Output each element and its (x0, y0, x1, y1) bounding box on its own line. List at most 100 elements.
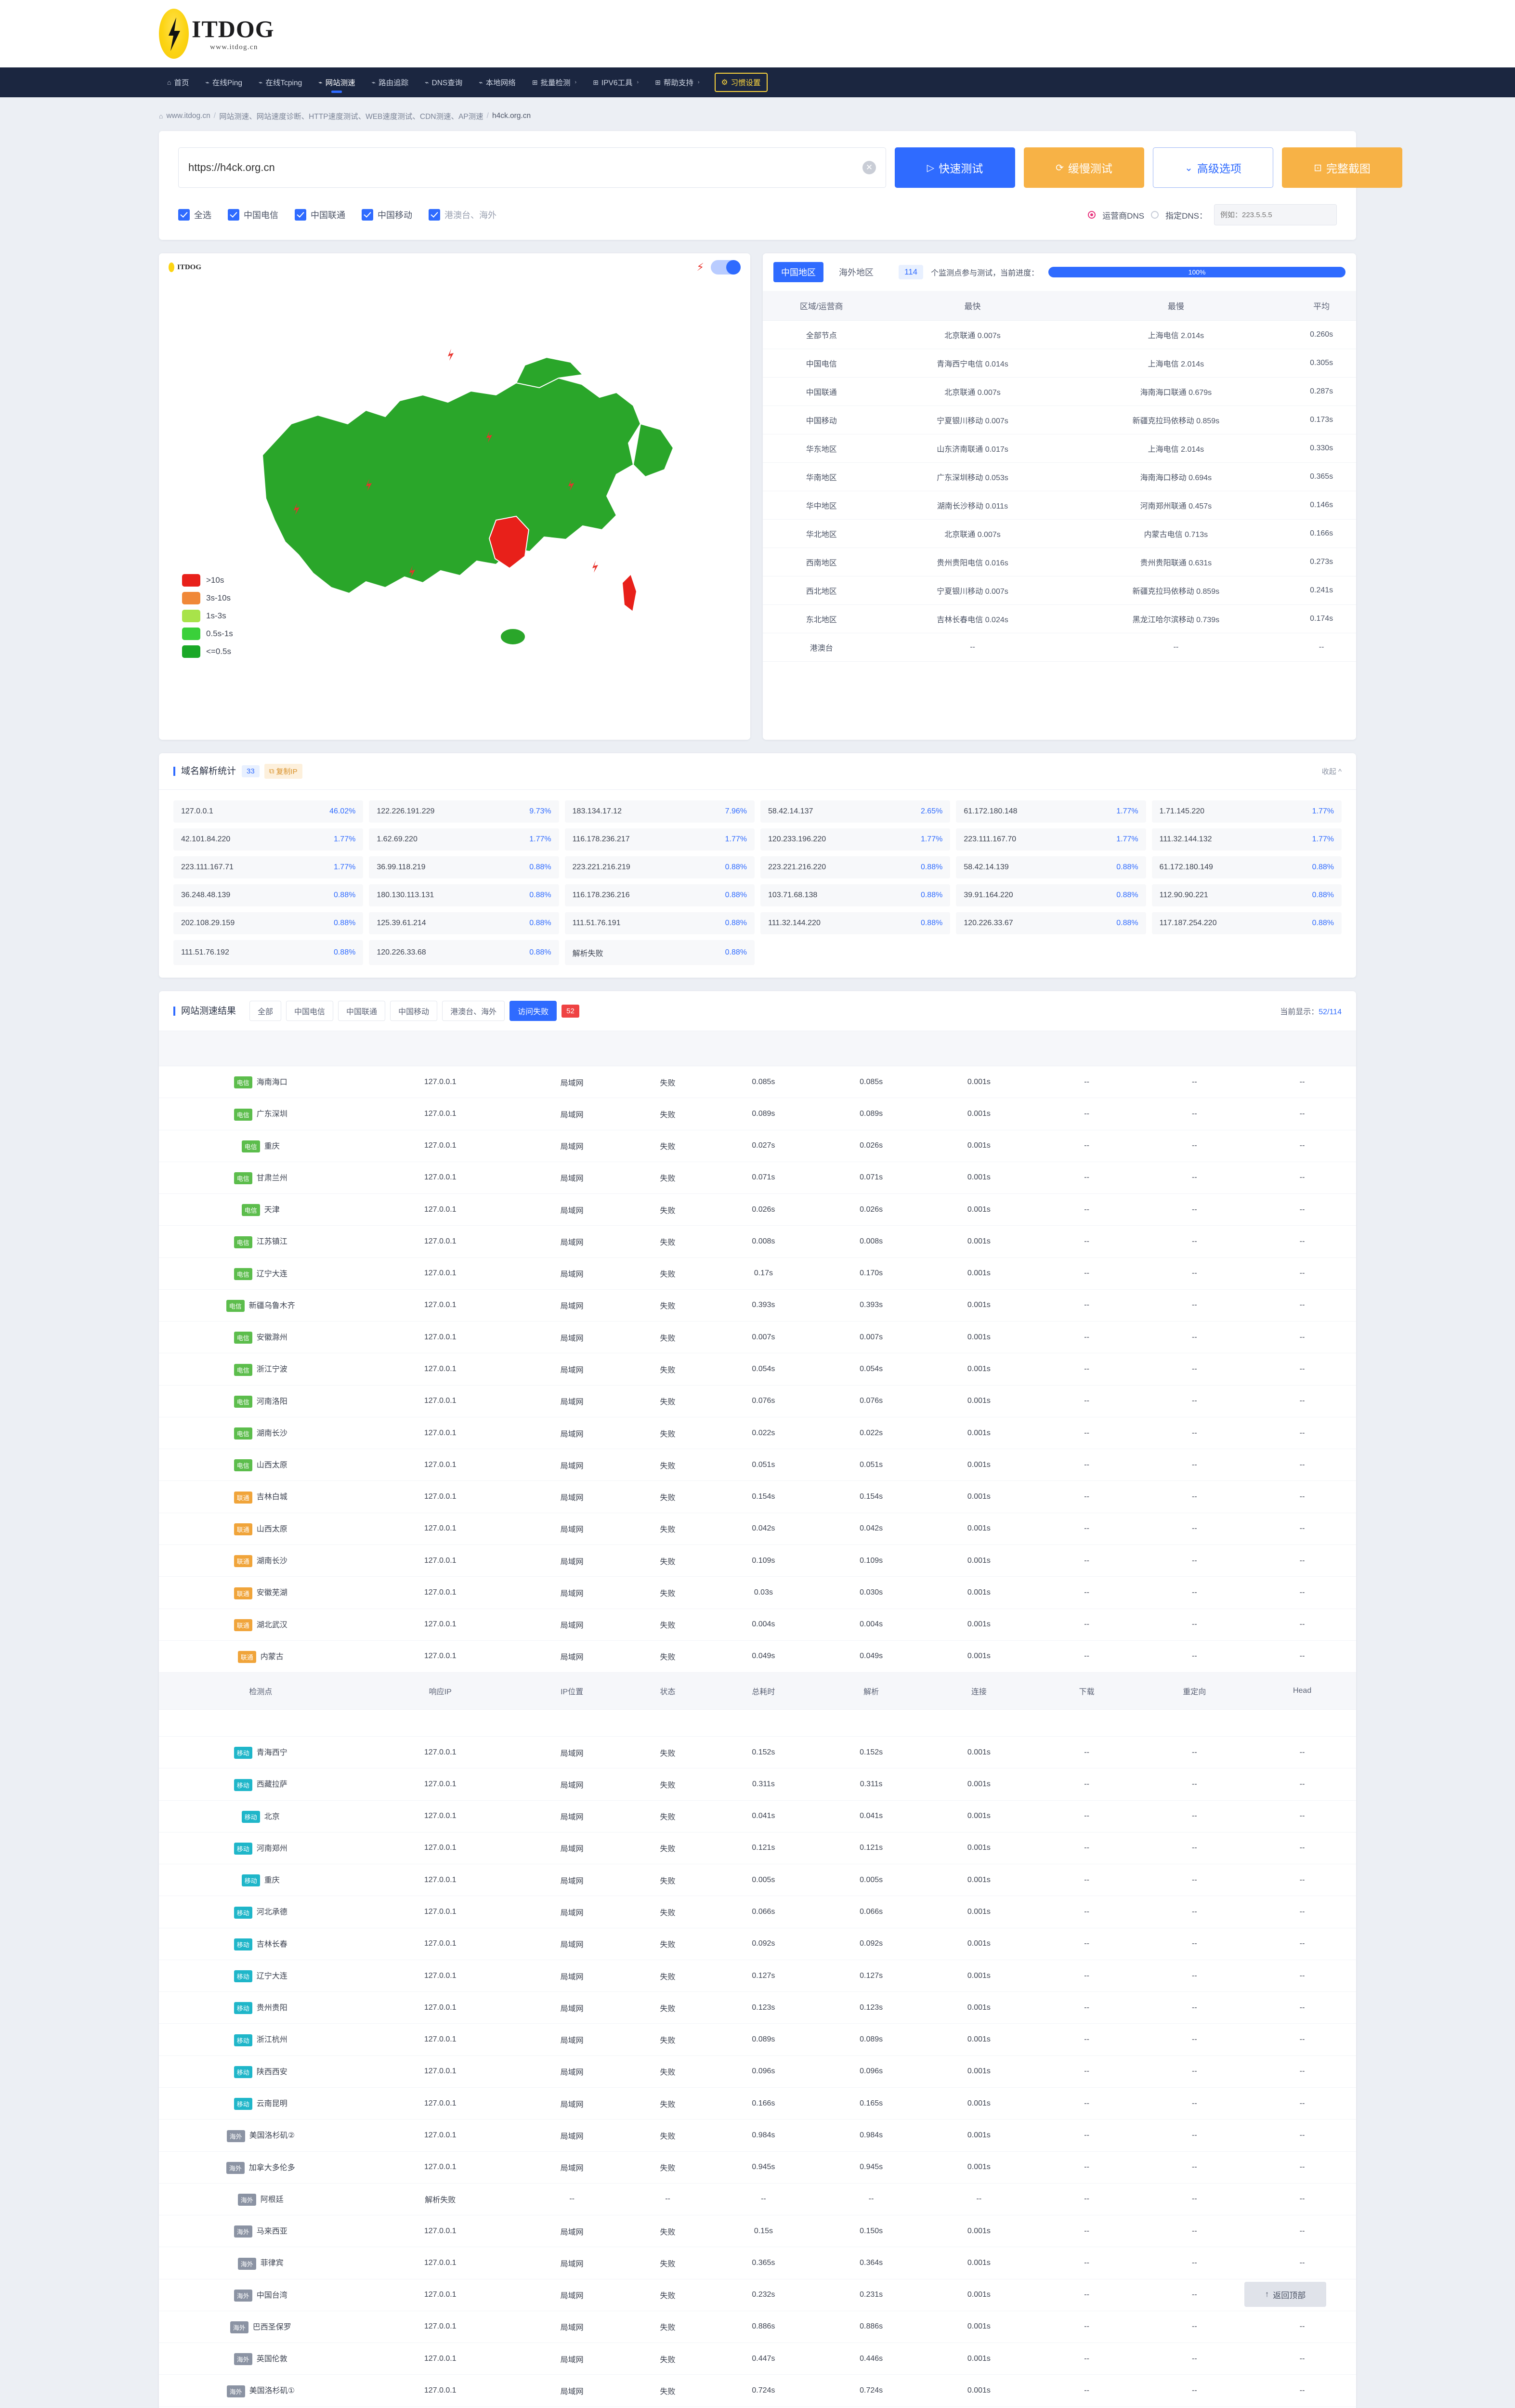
back-to-top-button[interactable]: ↑ 返回顶部 (1244, 2282, 1326, 2307)
nav-item-8[interactable]: ⊞ IPV6工具 › (585, 67, 647, 97)
table-row[interactable]: 电信 山西太原 127.0.0.1 局域网 失败 0.051s 0.051s 0.001s --… (159, 1449, 1356, 1481)
table-row[interactable]: 移动 重庆 127.0.0.1 局域网 失败 0.005s 0.005s 0.001s -- --… (159, 1864, 1356, 1897)
table-row[interactable]: 电信 湖南长沙 127.0.0.1 局域网 失败 0.022s 0.022s 0.001s --… (159, 1417, 1356, 1450)
ip-stat-cell[interactable]: 116.178.236.216 0.88% (564, 884, 755, 906)
table-row[interactable]: 移动 贵州贵阳 127.0.0.1 局域网 失败 0.123s 0.123s 0.001s --… (159, 1991, 1356, 2024)
ip-stat-cell[interactable]: 58.42.14.139 0.88% (956, 856, 1146, 878)
checkbox-0[interactable]: 全选 (178, 209, 211, 221)
checkbox-2[interactable]: 中国联通 (295, 209, 345, 221)
ip-stat-cell[interactable]: 61.172.180.149 0.88% (1151, 856, 1342, 878)
nav-item-1[interactable]: ⌁ 在线Ping (197, 67, 250, 97)
table-row[interactable]: 移动 青海西宁 127.0.0.1 局域网 失败 0.152s 0.152s 0.001s --… (159, 1736, 1356, 1769)
checkbox-1[interactable]: 中国电信 (228, 209, 278, 221)
table-row[interactable]: 电信 河南洛阳 127.0.0.1 局域网 失败 0.076s 0.076s 0.001s --… (159, 1385, 1356, 1417)
ip-stat-cell[interactable]: 解析失败 0.88% (564, 940, 755, 965)
ip-stat-cell[interactable]: 1.71.145.220 1.77% (1151, 800, 1342, 823)
table-row[interactable]: 移动 浙江杭州 127.0.0.1 局域网 失败 0.089s 0.089s 0.001s --… (159, 2023, 1356, 2056)
results-filter-2[interactable]: 中国联通 (338, 1001, 386, 1021)
ip-stat-cell[interactable]: 1.62.69.220 1.77% (369, 828, 559, 851)
ip-stat-cell[interactable]: 111.32.144.132 1.77% (1151, 828, 1342, 851)
custom-dns-input[interactable] (1214, 204, 1337, 225)
table-row[interactable]: 海外 巴西圣保罗 127.0.0.1 局域网 失败 0.886s 0.886s 0.001s -… (159, 2311, 1356, 2343)
results-filter-1[interactable]: 中国电信 (286, 1001, 334, 1021)
ip-stat-cell[interactable]: 36.99.118.219 0.88% (369, 856, 559, 878)
table-row[interactable]: 电信 安徽滁州 127.0.0.1 局域网 失败 0.007s 0.007s 0.001s --… (159, 1321, 1356, 1354)
table-row[interactable]: 电信 天津 127.0.0.1 局域网 失败 0.026s 0.026s 0.001s -- --… (159, 1193, 1356, 1226)
table-row[interactable]: 移动 河南郑州 127.0.0.1 局域网 失败 0.121s 0.121s 0.001s --… (159, 1832, 1356, 1865)
ip-stat-cell[interactable]: 36.248.48.139 0.88% (173, 884, 364, 906)
ip-stat-cell[interactable]: 103.71.68.138 0.88% (760, 884, 951, 906)
table-row[interactable]: 海外 美国洛杉矶① 127.0.0.1 局域网 失败 0.724s 0.724s 0.001s… (159, 2374, 1356, 2407)
nav-item-4[interactable]: ⌁ 路由追踪 (364, 67, 417, 97)
table-row[interactable]: 联通 安徽芜湖 127.0.0.1 局域网 失败 0.03s 0.030s 0.001s -- -… (159, 1576, 1356, 1609)
table-row[interactable]: 移动 吉林长春 127.0.0.1 局域网 失败 0.092s 0.092s 0.001s --… (159, 1928, 1356, 1960)
table-row[interactable]: 电信 重庆 127.0.0.1 局域网 失败 0.027s 0.026s 0.001s -- --… (159, 1130, 1356, 1162)
checkbox-box[interactable] (178, 209, 190, 221)
radio-custom-dns[interactable] (1151, 211, 1159, 219)
table-row[interactable]: 电信 江苏镇江 127.0.0.1 局域网 失败 0.008s 0.008s 0.001s --… (159, 1225, 1356, 1258)
ip-stat-cell[interactable]: 111.32.144.220 0.88% (760, 912, 951, 934)
table-row[interactable]: 海外 马来西亚 127.0.0.1 局域网 失败 0.15s 0.150s 0.001s -- -… (159, 2215, 1356, 2248)
action-button-0[interactable]: ▷ 快速测试 (895, 147, 1015, 188)
table-row[interactable]: 海外 加拿大多伦多 127.0.0.1 局域网 失败 0.945s 0.945s 0.001s… (159, 2151, 1356, 2184)
ip-stat-cell[interactable]: 116.178.236.217 1.77% (564, 828, 755, 851)
table-row[interactable]: 海外 阿根廷 解析失败 -- -- -- -- -- -- -- -- (159, 2183, 1356, 2216)
table-row[interactable]: 电信 浙江宁波 127.0.0.1 局域网 失败 0.054s 0.054s 0.001s --… (159, 1353, 1356, 1386)
checkbox-3[interactable]: 中国移动 (362, 209, 412, 221)
ip-stat-cell[interactable]: 111.51.76.191 0.88% (564, 912, 755, 934)
collapse-button[interactable]: 收起 ^ (1321, 768, 1342, 776)
table-row[interactable]: 移动 北京 127.0.0.1 局域网 失败 0.041s 0.041s 0.001s -- --… (159, 1800, 1356, 1832)
ip-stat-cell[interactable]: 58.42.14.137 2.65% (760, 800, 951, 823)
action-button-1[interactable]: ⟳ 缓慢测试 (1024, 147, 1144, 188)
breadcrumb-home[interactable]: www.itdog.cn (166, 112, 210, 120)
nav-item-6[interactable]: ⌁ 本地网络 (470, 67, 523, 97)
checkbox-4[interactable]: 港澳台、海外 (429, 209, 496, 221)
action-button-2[interactable]: ⌄ 高级选项 (1153, 147, 1273, 188)
tab-china-region[interactable]: 中国地区 (773, 262, 823, 282)
ip-stat-cell[interactable]: 127.0.0.1 46.02% (173, 800, 364, 823)
action-button-3[interactable]: ⊡ 完整截图 (1282, 147, 1402, 188)
settings-button[interactable]: ⚙ 习惯设置 (714, 73, 768, 92)
site-logo[interactable]: ITDOG www.itdog.cn (159, 9, 274, 59)
ip-stat-cell[interactable]: 111.51.76.192 0.88% (173, 940, 364, 965)
checkbox-box[interactable] (429, 209, 440, 221)
table-row[interactable]: 联通 山西太原 127.0.0.1 局域网 失败 0.042s 0.042s 0.001s --… (159, 1513, 1356, 1545)
table-row[interactable]: 联通 内蒙古 127.0.0.1 局域网 失败 0.049s 0.049s 0.001s -- -… (159, 1640, 1356, 1673)
results-filter-5[interactable]: 访问失败 (509, 1001, 557, 1021)
ip-stat-cell[interactable]: 39.91.164.220 0.88% (956, 884, 1146, 906)
table-row[interactable]: 移动 辽宁大连 127.0.0.1 局域网 失败 0.127s 0.127s 0.001s --… (159, 1960, 1356, 1992)
ip-stat-cell[interactable]: 117.187.254.220 0.88% (1151, 912, 1342, 934)
table-row[interactable]: 海外 中国台湾 127.0.0.1 局域网 失败 0.232s 0.231s 0.001s --… (159, 2279, 1356, 2311)
table-row[interactable]: 电信 广东深圳 127.0.0.1 局域网 失败 0.089s 0.089s 0.001s --… (159, 1098, 1356, 1130)
table-row[interactable]: 海外 美国洛杉矶② 127.0.0.1 局域网 失败 0.984s 0.984s 0.001s… (159, 2119, 1356, 2152)
table-row[interactable]: 电信 海南海口 127.0.0.1 局域网 失败 0.085s 0.085s 0.001s --… (159, 1066, 1356, 1099)
ip-stat-cell[interactable]: 122.226.191.229 9.73% (369, 800, 559, 823)
table-row[interactable]: 联通 吉林白城 127.0.0.1 局域网 失败 0.154s 0.154s 0.001s --… (159, 1480, 1356, 1513)
results-filter-3[interactable]: 中国移动 (390, 1001, 438, 1021)
china-map-svg[interactable] (159, 279, 750, 740)
checkbox-box[interactable] (295, 209, 306, 221)
ip-stat-cell[interactable]: 112.90.90.221 0.88% (1151, 884, 1342, 906)
breadcrumb-section[interactable]: 网站测速、网站速度诊断、HTTP速度测试、WEB速度测试、CDN测速、AP测速 (219, 113, 483, 121)
nav-item-2[interactable]: ⌁ 在线Tcping (250, 67, 310, 97)
ip-stat-cell[interactable]: 120.226.33.68 0.88% (369, 940, 559, 965)
map-animation-toggle[interactable] (711, 260, 741, 275)
table-row[interactable]: 海外新加坡127.0.0.1局域网失败0.085s0.085s0.001s---… (159, 2407, 1356, 2408)
table-row[interactable]: 海外 英国伦敦 127.0.0.1 局域网 失败 0.447s 0.446s 0.001s --… (159, 2343, 1356, 2375)
ip-stat-cell[interactable]: 223.221.216.220 0.88% (760, 856, 951, 878)
table-row[interactable]: 移动 陕西西安 127.0.0.1 局域网 失败 0.096s 0.096s 0.001s --… (159, 2055, 1356, 2088)
nav-item-7[interactable]: ⊞ 批量检测 › (524, 67, 585, 97)
nav-item-9[interactable]: ⊞ 帮助支持 › (647, 67, 707, 97)
table-row[interactable]: 电信 辽宁大连 127.0.0.1 局域网 失败 0.17s 0.170s 0.001s -- -… (159, 1257, 1356, 1290)
tab-overseas-region[interactable]: 海外地区 (839, 268, 874, 277)
ip-stat-cell[interactable]: 202.108.29.159 0.88% (173, 912, 364, 934)
checkbox-box[interactable] (362, 209, 373, 221)
table-row[interactable]: 移动 河北承德 127.0.0.1 局域网 失败 0.066s 0.066s 0.001s --… (159, 1896, 1356, 1928)
ip-stat-cell[interactable]: 223.221.216.219 0.88% (564, 856, 755, 878)
ip-stat-cell[interactable]: 120.226.33.67 0.88% (956, 912, 1146, 934)
url-input[interactable] (188, 161, 862, 174)
copy-ip-button[interactable]: ⧉ 复制IP (264, 764, 302, 779)
results-filter-4[interactable]: 港澳台、海外 (442, 1001, 505, 1021)
table-row[interactable]: 联通 湖南长沙 127.0.0.1 局域网 失败 0.109s 0.109s 0.001s --… (159, 1544, 1356, 1577)
table-row[interactable]: 海外 菲律宾 127.0.0.1 局域网 失败 0.365s 0.364s 0.001s -- -… (159, 2247, 1356, 2279)
